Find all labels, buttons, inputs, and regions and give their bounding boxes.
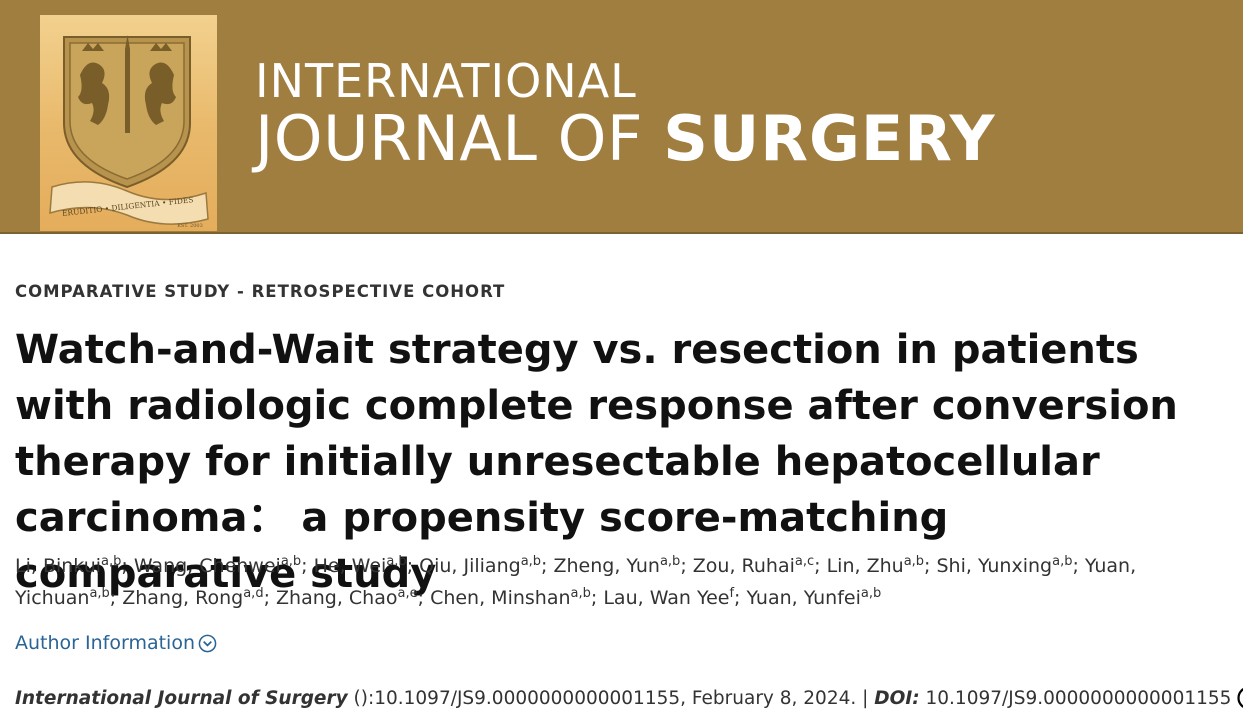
author-name[interactable]: He, Weia,b [313,554,407,577]
author-affiliation: a,b [570,586,591,601]
citation-journal: International Journal of Surgery [15,687,348,709]
author-affiliation: a,e [397,586,418,601]
journal-title-line2: JOURNAL OF SURGERY [255,102,996,175]
author-name[interactable]: Li, Binkuia,b [15,554,122,577]
author-affiliation: a,b [386,554,407,569]
author-affiliation: a,b [520,554,542,569]
creative-commons-icon[interactable]: cc [1237,686,1243,710]
author-affiliation: a,d [243,586,264,601]
author-name[interactable]: Wang, Chenweia,b [133,554,302,577]
author-affiliation: a,b [89,586,110,601]
author-name[interactable]: Yuan, Yunfeia,b [746,586,882,609]
author-affiliation: a,b [903,554,925,569]
journal-logo[interactable]: ERUDITIO • DILIGENTIA • FIDES EST. 2003 [40,15,217,231]
author-name[interactable]: Qiu, Jilianga,b [419,554,542,577]
author-name[interactable]: Yuan, Yichuana,b [15,555,1137,609]
crest-icon: ERUDITIO • DILIGENTIA • FIDES EST. 2003 [49,35,209,229]
journal-banner: ERUDITIO • DILIGENTIA • FIDES EST. 2003 … [0,0,1243,234]
author-affiliation: a,b [860,586,882,601]
author-affiliation: a,b [101,554,122,569]
author-information-label: Author Information [15,632,195,654]
author-name[interactable]: Lau, Wan Yeef [603,586,735,609]
citation-details: ():10.1097/JS9.0000000000001155, Februar… [347,687,875,709]
author-affiliation: a,c [794,554,815,569]
author-name[interactable]: Chen, Minshana,b [430,586,591,609]
author-information-toggle[interactable]: Author Information [15,632,217,654]
chevron-down-icon [198,634,217,652]
author-name[interactable]: Zhang, Ronga,d [122,586,264,609]
author-name[interactable]: Zou, Ruhaia,c [692,554,815,577]
author-affiliation: a,b [280,554,302,569]
author-affiliation: f [729,586,735,601]
doi-label: DOI: [874,687,920,709]
author-name[interactable]: Lin, Zhua,b [826,554,925,577]
article-title: Watch-and-Wait strategy vs. resection in… [15,327,1178,597]
article-type-label: COMPARATIVE STUDY - RETROSPECTIVE COHORT [15,282,506,301]
author-name[interactable]: Shi, Yunxinga,b [936,554,1073,577]
author-list: Li, Binkuia,b; Wang, Chenweia,b; He, Wei… [15,554,1137,609]
svg-text:EST. 2003: EST. 2003 [177,223,203,229]
citation-line: International Journal of Surgery ():10.1… [15,686,1243,710]
author-affiliation: a,b [1052,554,1073,569]
journal-title-line1: INTERNATIONAL [255,54,637,108]
doi-value[interactable]: 10.1097/JS9.0000000000001155 [919,687,1232,709]
author-affiliation: a,b [659,554,681,569]
journal-title[interactable]: INTERNATIONAL JOURNAL OF SURGERY [255,58,996,170]
author-name[interactable]: Zhang, Chaoa,e [276,586,418,609]
author-name[interactable]: Zheng, Yuna,b [553,554,681,577]
